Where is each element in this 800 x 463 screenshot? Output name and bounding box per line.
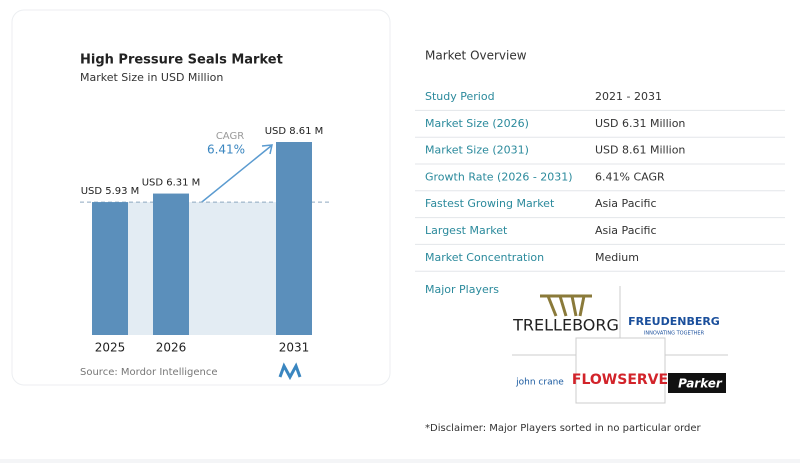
row-value: USD 8.61 Million	[595, 144, 685, 157]
row-value: USD 6.31 Million	[595, 117, 685, 130]
logo: Parker	[678, 377, 723, 391]
x-tick-label: 2031	[279, 341, 310, 355]
logo-tagline: INNOVATING TOGETHER	[644, 331, 705, 337]
logo: john crane	[515, 378, 564, 388]
row-label: Study Period	[425, 90, 495, 103]
row-value: 2021 - 2031	[595, 90, 662, 103]
bar	[276, 142, 312, 335]
overview-title: Market Overview	[425, 49, 527, 63]
cagr-arrow	[191, 145, 272, 211]
row-value: Asia Pacific	[595, 197, 657, 210]
row-label: Market Concentration	[425, 251, 544, 264]
logo: FREUDENBERG	[628, 315, 720, 328]
row-label: Market Size (2031)	[425, 144, 529, 157]
logo-box	[575, 337, 666, 404]
row-value: Asia Pacific	[595, 224, 657, 237]
row-label: Market Size (2026)	[425, 117, 529, 130]
bar	[153, 193, 189, 335]
chart-subtitle: Market Size in USD Million	[80, 71, 223, 84]
brand-icon	[278, 362, 302, 381]
row-value: Medium	[595, 251, 639, 264]
value-label: USD 5.93 M	[81, 186, 140, 197]
cagr-value: 6.41%	[207, 143, 245, 157]
logo: TRELLEBORG	[512, 316, 619, 335]
source: Source: Mordor Intelligence	[80, 367, 218, 378]
parker-box	[668, 373, 726, 393]
row-label: Growth Rate (2026 - 2031)	[425, 170, 573, 183]
logo: FLOWSERVE	[572, 372, 668, 388]
disclaimer: *Disclaimer: Major Players sorted in no …	[425, 423, 702, 434]
row-value: 6.41% CAGR	[595, 170, 665, 183]
cagr-arrow-head	[261, 144, 273, 155]
row-label: Largest Market	[425, 224, 508, 237]
players-title: Major Players	[425, 283, 499, 296]
row-label: Fastest Growing Market	[425, 197, 555, 210]
bar	[92, 202, 128, 335]
trelleborg-icon	[540, 294, 592, 317]
chart-title: High Pressure Seals Market	[80, 53, 283, 68]
cagr-label: CAGR	[216, 131, 244, 142]
value-label: USD 8.61 M	[265, 126, 324, 137]
x-tick-label: 2026	[156, 341, 187, 355]
value-label: USD 6.31 M	[142, 178, 201, 189]
x-tick-label: 2025	[95, 341, 126, 355]
